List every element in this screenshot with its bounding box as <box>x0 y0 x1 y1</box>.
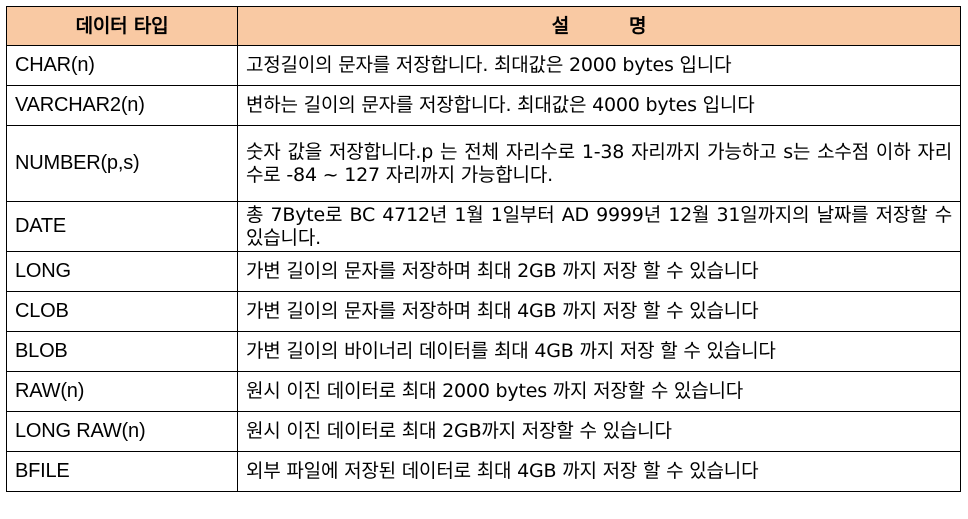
type-cell: CLOB <box>6 291 238 332</box>
table-row: LONG 가변 길이의 문자를 저장하며 최대 2GB 까지 저장 할 수 있습… <box>6 251 961 292</box>
type-cell: LONG <box>6 251 238 292</box>
table-row: CHAR(n) 고정길이의 문자를 저장합니다. 최대값은 2000 bytes… <box>6 45 961 86</box>
description-cell: 총 7Byte로 BC 4712년 1월 1일부터 AD 9999년 12월 3… <box>237 201 961 252</box>
table-row: BLOB 가변 길이의 바이너리 데이터를 최대 4GB 까지 저장 할 수 있… <box>6 331 961 372</box>
description-cell: 가변 길이의 문자를 저장하며 최대 2GB 까지 저장 할 수 있습니다 <box>237 251 961 292</box>
description-cell: 원시 이진 데이터로 최대 2000 bytes 까지 저장할 수 있습니다 <box>237 371 961 412</box>
type-cell: DATE <box>6 201 238 252</box>
description-cell: 고정길이의 문자를 저장합니다. 최대값은 2000 bytes 입니다 <box>237 45 961 86</box>
header-data-type: 데이터 타입 <box>6 6 238 46</box>
table-row: RAW(n) 원시 이진 데이터로 최대 2000 bytes 까지 저장할 수… <box>6 371 961 412</box>
table-row: DATE 총 7Byte로 BC 4712년 1월 1일부터 AD 9999년 … <box>6 201 961 252</box>
type-cell: RAW(n) <box>6 371 238 412</box>
table-row: CLOB 가변 길이의 문자를 저장하며 최대 4GB 까지 저장 할 수 있습… <box>6 291 961 332</box>
header-description-part2: 명 <box>629 14 647 37</box>
description-cell: 변하는 길이의 문자를 저장합니다. 최대값은 4000 bytes 입니다 <box>237 85 961 126</box>
type-cell: BFILE <box>6 451 238 492</box>
description-cell: 외부 파일에 저장된 데이터로 최대 4GB 까지 저장 할 수 있습니다 <box>237 451 961 492</box>
type-cell: BLOB <box>6 331 238 372</box>
description-cell: 숫자 값을 저장합니다.p 는 전체 자리수로 1-38 자리까지 가능하고 s… <box>237 125 961 202</box>
description-cell: 가변 길이의 문자를 저장하며 최대 4GB 까지 저장 할 수 있습니다 <box>237 291 961 332</box>
table-row: VARCHAR2(n) 변하는 길이의 문자를 저장합니다. 최대값은 4000… <box>6 85 961 126</box>
header-description-part1: 설 <box>551 14 569 37</box>
table-body: CHAR(n) 고정길이의 문자를 저장합니다. 최대값은 2000 bytes… <box>6 45 961 492</box>
description-cell: 가변 길이의 바이너리 데이터를 최대 4GB 까지 저장 할 수 있습니다 <box>237 331 961 372</box>
type-cell: NUMBER(p,s) <box>6 125 238 202</box>
table-row: BFILE 외부 파일에 저장된 데이터로 최대 4GB 까지 저장 할 수 있… <box>6 451 961 492</box>
type-cell: LONG RAW(n) <box>6 411 238 452</box>
type-cell: VARCHAR2(n) <box>6 85 238 126</box>
table-row: NUMBER(p,s) 숫자 값을 저장합니다.p 는 전체 자리수로 1-38… <box>6 125 961 202</box>
type-cell: CHAR(n) <box>6 45 238 86</box>
table-row: LONG RAW(n) 원시 이진 데이터로 최대 2GB까지 저장할 수 있습… <box>6 411 961 452</box>
description-cell: 원시 이진 데이터로 최대 2GB까지 저장할 수 있습니다 <box>237 411 961 452</box>
